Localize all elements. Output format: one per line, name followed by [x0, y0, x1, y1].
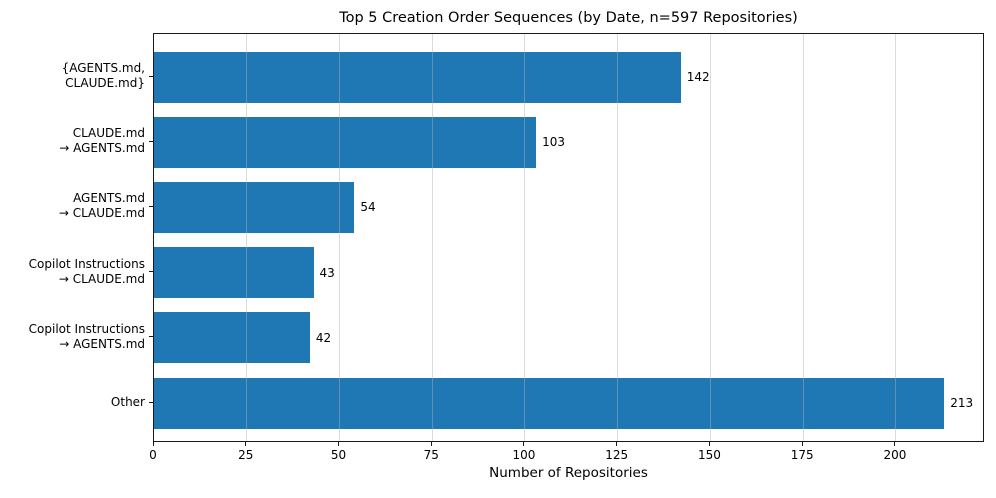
x-tick-mark — [708, 442, 710, 446]
x-tick-label: 150 — [698, 448, 721, 462]
x-tick-mark — [337, 442, 339, 446]
y-tick-mark — [149, 401, 153, 403]
plot-area: 142 103 54 43 42 213 — [153, 33, 984, 442]
x-tick-mark — [523, 442, 525, 446]
x-tick-mark — [894, 442, 896, 446]
bar — [154, 312, 310, 364]
x-tick-label: 75 — [423, 448, 439, 462]
bar — [154, 247, 314, 299]
y-tick-mark — [149, 205, 153, 207]
grid-line — [802, 34, 804, 441]
grid-line — [338, 34, 340, 441]
y-tick-mark — [149, 75, 153, 77]
bar — [154, 116, 537, 168]
grid-line — [524, 34, 526, 441]
bar-value-label: 42 — [315, 330, 332, 345]
bar-value-label: 103 — [542, 135, 566, 150]
x-tick-mark — [616, 442, 618, 446]
x-tick-label: 200 — [883, 448, 907, 462]
y-tick-label: CLAUDE.md → AGENTS.md — [59, 126, 145, 156]
x-tick-label: 25 — [238, 448, 254, 462]
x-tick-mark — [245, 442, 247, 446]
x-axis-label: Number of Repositories — [489, 465, 648, 481]
x-tick-label: 50 — [330, 448, 347, 462]
bar — [154, 51, 681, 103]
x-tick-label: 0 — [149, 448, 157, 462]
y-tick-label: Other — [110, 394, 145, 409]
y-tick-mark — [149, 336, 153, 338]
x-tick-mark — [801, 442, 803, 446]
x-tick-mark — [430, 442, 432, 446]
x-tick-label: 125 — [605, 448, 629, 462]
bar-value-label: 142 — [686, 70, 710, 84]
y-tick-label: {AGENTS.md, CLAUDE.md} — [61, 61, 145, 90]
y-tick-label: AGENTS.md → CLAUDE.md — [58, 191, 145, 221]
y-tick-label: Copilot Instructions → CLAUDE.md — [28, 256, 145, 286]
grid-line — [617, 34, 619, 441]
bar-value-label: 213 — [950, 396, 974, 410]
grid-line — [431, 34, 433, 441]
grid-line — [895, 34, 897, 441]
bar — [154, 377, 945, 429]
grid-line — [246, 34, 248, 441]
chart-title: Top 5 Creation Order Sequences (by Date,… — [339, 10, 798, 26]
x-tick-label: 175 — [790, 448, 814, 462]
y-tick-mark — [149, 271, 153, 273]
bar — [154, 181, 355, 233]
y-tick-mark — [149, 140, 153, 142]
x-tick-mark — [152, 442, 154, 446]
grid-line — [709, 34, 711, 441]
bar-value-label: 43 — [319, 265, 335, 280]
bar-value-label: 54 — [360, 200, 376, 215]
y-tick-label: Copilot Instructions → AGENTS.md — [28, 321, 145, 351]
x-tick-label: 100 — [512, 448, 536, 462]
